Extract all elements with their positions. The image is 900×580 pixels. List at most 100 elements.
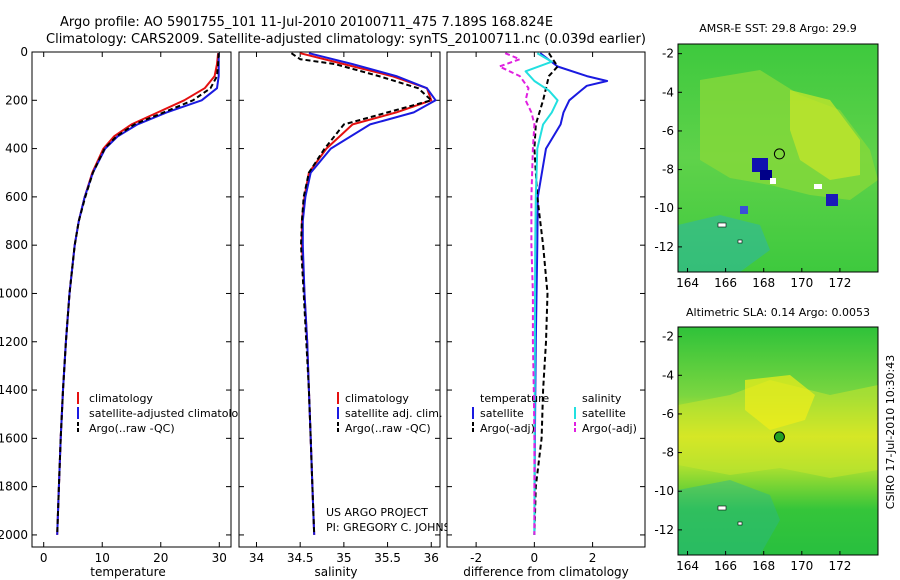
x-tick-label: 2 [589,551,597,565]
x-tick-label: 172 [828,276,851,290]
y-tick-label: 200 [5,93,28,107]
legend-label-sal-satellite: satellite [582,407,626,420]
salinity-legend: climatology satellite adj. clim. Argo(..… [337,392,442,435]
salinity-xlabel: salinity [314,565,357,579]
argo-position-marker [773,431,785,443]
y-tick-label: 400 [5,142,28,156]
series-line-argo-raw-qc- [56,53,220,535]
y-tick-label: -2 [662,330,674,344]
series-line-argo-raw-qc- [290,52,433,535]
y-tick-label: -8 [662,446,674,460]
y-tick-label: 1600 [0,431,28,445]
y-tick-label: 0 [20,45,28,59]
y-tick-label: 1800 [0,480,28,494]
difference-xlabel: difference from climatology [463,565,629,579]
x-tick-label: 36 [424,551,439,565]
y-tick-label: -10 [654,484,674,498]
sst-cloud-gap [760,170,772,180]
x-tick-label: 35 [336,551,351,565]
legend-label-argo: Argo(..raw -QC) [345,422,431,435]
coastline-island [737,521,743,526]
coastline-island [717,505,727,511]
difference-lines [498,52,609,535]
sst-cloud-gap [826,194,838,206]
x-tick-label: 164 [676,276,699,290]
x-tick-label: 166 [714,276,737,290]
y-tick-label: -12 [654,240,674,254]
sst-map-panel: AMSR-E SST: 29.8 Argo: 29.9 164 166 168 170… [654,22,879,290]
legend-label-argo: Argo(..raw -QC) [89,422,175,435]
y-tick-label: -4 [662,368,674,382]
legend-heading-temperature: temperature [480,392,549,405]
figure-title-line1: Argo profile: AO 5901755_101 11-Jul-2010… [60,15,553,30]
temperature-ticks: 0 10 20 30 0 200 400 600 800 1000 1200 1400 1600 1800… [0,45,231,565]
y-tick-label: -6 [662,124,674,138]
legend-label-climatology: climatology [89,392,153,405]
temperature-lines [56,53,220,535]
legend-label-temp-satellite: satellite [480,407,524,420]
x-tick-label: 168 [752,559,775,573]
sla-map-frame [677,326,879,556]
y-tick-label: -2 [662,47,674,61]
salinity-axes-frame [238,51,441,548]
sst-map-frame [677,43,879,273]
series-line-argo-adj- [498,52,536,535]
argo-position-marker [773,148,785,160]
x-tick-label: 34.5 [287,551,314,565]
x-tick-label: 172 [828,559,851,573]
csiro-timestamp: CSIRO 17-Jul-2010 10:30:43 [884,355,897,509]
series-line-satellite-adj-clim- [301,52,437,535]
difference-axes-frame [446,51,646,548]
x-tick-label: 0 [531,551,539,565]
y-tick-label: -8 [662,163,674,177]
figure-title-line2: Climatology: CARS2009. Satellite-adjuste… [46,32,646,47]
salinity-panel: 34 34.5 35 35.5 36 climatology satellite adj… [238,51,467,579]
x-tick-label: 168 [752,276,775,290]
coastline-island [717,222,727,228]
difference-ticks: -2 0 2 [447,51,645,565]
temperature-axes-frame [31,51,232,548]
series-line-satellite [524,52,559,535]
sla-map-title: Altimetric SLA: 0.14 Argo: 0.0053 [686,306,870,319]
series-line-satellite [533,52,609,535]
x-tick-label: 20 [153,551,168,565]
sla-map-ticks: 164 166 168 170 172 -2 -4 -6 -8 -10 -12 [654,330,851,573]
sst-warmest-patch [790,90,860,180]
y-tick-label: 1400 [0,383,28,397]
sst-map-ticks: 164 166 168 170 172 -2 -4 -6 -8 -10 -12 [654,47,851,290]
y-tick-label: 2000 [0,528,28,542]
x-tick-label: 164 [676,559,699,573]
credit-line1: US ARGO PROJECT [326,506,428,519]
y-tick-label: -10 [654,201,674,215]
x-tick-label: 35.5 [374,551,401,565]
y-tick-label: -6 [662,407,674,421]
difference-panel: -2 0 2 temperature satellite Argo(-adj) sa… [446,51,646,579]
sla-peak-patch [745,375,815,430]
y-tick-label: 1200 [0,335,28,349]
legend-label-temp-argo: Argo(-adj) [480,422,535,435]
sla-low-patch [678,480,780,555]
series-line-argo-adj- [533,52,559,535]
y-tick-label: -4 [662,85,674,99]
x-tick-label: 170 [790,276,813,290]
credit-line2: PI: GREGORY C. JOHNSON [326,521,467,534]
legend-label-climatology: climatology [345,392,409,405]
legend-label-satellite: satellite adj. clim. [345,407,442,420]
x-tick-label: 0 [40,551,48,565]
sst-map-title: AMSR-E SST: 29.8 Argo: 29.9 [699,22,857,35]
sla-high-band [678,380,878,478]
x-tick-label: 10 [95,551,110,565]
salinity-ticks: 34 34.5 35 35.5 36 [239,51,440,565]
sst-cloud-gap [752,158,768,172]
sst-cloud-gap [770,178,776,184]
sst-cool-patch [678,215,770,272]
x-tick-label: 30 [212,551,227,565]
x-tick-label: 34 [249,551,264,565]
sst-cloud-gap [814,184,822,189]
legend-label-sal-argo: Argo(-adj) [582,422,637,435]
legend-label-satellite: satellite-adjusted climatology [89,407,252,420]
y-tick-label: -12 [654,523,674,537]
temperature-panel: 0 10 20 30 0 200 400 600 800 1000 1200 1400 1600 1800… [0,45,252,579]
y-tick-label: 800 [5,238,28,252]
